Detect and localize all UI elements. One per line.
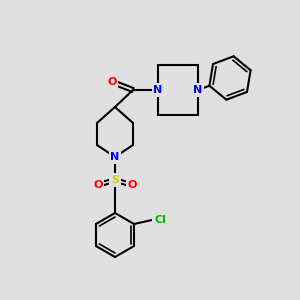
Text: O: O [127, 180, 137, 190]
Text: N: N [153, 85, 163, 95]
Text: N: N [110, 152, 120, 162]
Text: O: O [93, 180, 103, 190]
Text: Cl: Cl [154, 215, 166, 225]
Text: N: N [194, 85, 202, 95]
Text: S: S [111, 175, 119, 185]
Text: O: O [107, 77, 117, 87]
